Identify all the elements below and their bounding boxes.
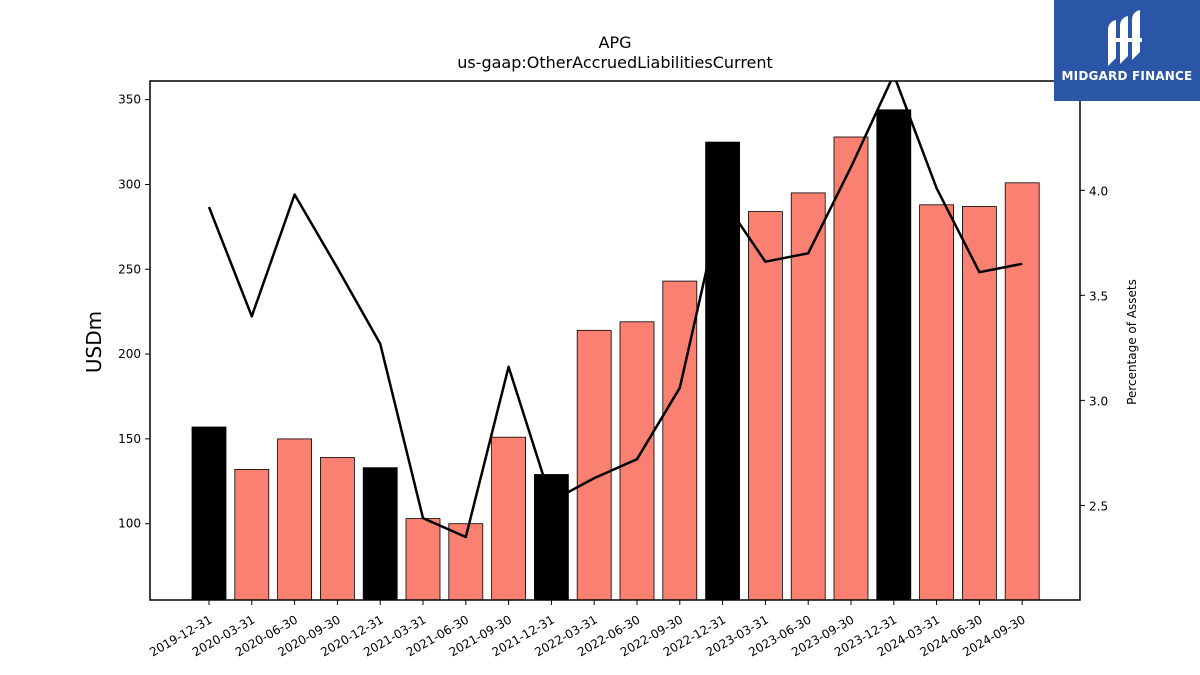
chart-title: APG: [599, 33, 632, 52]
bar-2019-12-31: [191, 426, 227, 601]
bar-2023-03-31: [748, 211, 783, 601]
y2-tick-label: 3.0: [1089, 394, 1108, 408]
bar-2024-09-30: [1004, 182, 1040, 601]
chart-subtitle: us-gaap:OtherAccruedLiabilitiesCurrent: [457, 53, 773, 72]
y-axis-label: USDm: [82, 311, 106, 373]
y-tick-label: 300: [118, 177, 141, 191]
y-tick-label: 200: [118, 347, 141, 361]
bar-2024-06-30: [962, 206, 997, 601]
y2-tick-label: 3.5: [1089, 289, 1108, 303]
y-tick-label: 150: [118, 432, 141, 446]
y2-axis-label: Percentage of Assets: [1125, 279, 1139, 405]
midgard-logo-icon: [1108, 10, 1142, 66]
bar-2023-06-30: [790, 192, 826, 601]
midgard-finance-logo: MIDGARD FINANCE: [1054, 0, 1200, 101]
bar-2023-09-30: [833, 136, 869, 601]
logo-text: MIDGARD FINANCE: [1061, 69, 1193, 83]
y-tick-label: 100: [118, 517, 141, 531]
bar-2024-03-31: [919, 204, 954, 601]
line-layer: [207, 81, 1023, 539]
percentage-of-assets-line: [207, 81, 1023, 539]
bar-2020-12-31: [362, 467, 398, 601]
plot-frame: [149, 80, 1081, 601]
bar-2020-03-31: [234, 468, 270, 601]
y-axis-left: 100 150 200 250 300 350: [118, 93, 150, 531]
y-tick-label: 250: [118, 262, 141, 276]
bar-2021-12-31: [534, 474, 569, 601]
bar-2023-12-31: [876, 109, 912, 601]
bar-2021-03-31: [405, 518, 441, 601]
bars-group: [191, 109, 1040, 601]
y-axis-right: 2.5 3.0 3.5 4.0: [1080, 184, 1108, 513]
y2-tick-label: 2.5: [1089, 499, 1108, 513]
y2-tick-label: 4.0: [1089, 184, 1108, 198]
bar-2020-06-30: [277, 438, 313, 601]
bar-2021-09-30: [491, 436, 527, 601]
bar-2020-09-30: [319, 457, 355, 601]
x-axis: 2019-12-312020-03-312020-06-302020-09-30…: [147, 600, 1028, 659]
y-tick-label: 350: [118, 93, 141, 107]
bar-2022-12-31: [705, 141, 740, 601]
bar-2022-03-31: [576, 329, 612, 601]
bar-2022-06-30: [619, 321, 655, 601]
bar-2022-09-30: [662, 280, 698, 601]
